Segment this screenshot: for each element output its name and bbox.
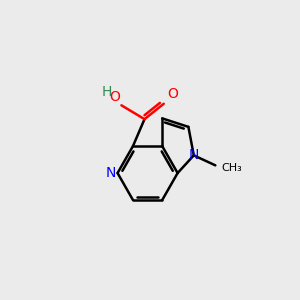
Text: N: N bbox=[106, 166, 116, 180]
Text: H: H bbox=[102, 85, 112, 99]
Text: O: O bbox=[109, 90, 120, 104]
Text: N: N bbox=[189, 148, 199, 162]
Text: CH₃: CH₃ bbox=[221, 163, 242, 173]
Text: O: O bbox=[167, 87, 178, 101]
